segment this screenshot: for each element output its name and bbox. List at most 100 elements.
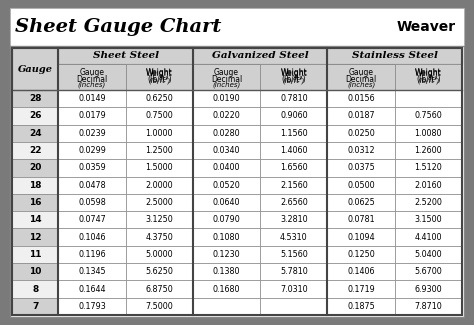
Text: 0.1380: 0.1380 [213,267,240,276]
Text: (lb/ft²): (lb/ft²) [147,75,172,84]
Text: 0.1719: 0.1719 [347,285,375,293]
Bar [260,64,328,90]
Bar [193,142,260,159]
Text: 0.0790: 0.0790 [213,215,240,224]
Bar [12,48,462,315]
Bar [58,263,126,280]
Text: 6.9300: 6.9300 [415,285,442,293]
Bar [126,64,193,90]
Bar [193,263,260,280]
Bar [12,211,58,228]
Text: Sheet Gauge Chart: Sheet Gauge Chart [15,18,221,36]
Text: 0.1793: 0.1793 [78,302,106,311]
Bar [395,107,462,124]
Text: 7.8710: 7.8710 [414,302,442,311]
Bar [126,194,193,211]
Text: 0.1196: 0.1196 [78,250,106,259]
Bar [193,211,260,228]
Bar [126,211,193,228]
Bar [126,280,193,298]
Text: Gauge: Gauge [214,68,239,77]
Text: (inches): (inches) [212,82,241,88]
Bar [395,142,462,159]
Bar [260,228,328,246]
Bar [58,64,126,90]
Text: 0.0250: 0.0250 [347,129,375,138]
Text: Sheet Steel: Sheet Steel [92,51,159,60]
Text: Stainless Steel: Stainless Steel [352,51,438,60]
Text: Gauge: Gauge [18,64,53,73]
Bar [260,107,328,124]
Text: 5.6250: 5.6250 [146,267,173,276]
Bar [126,298,193,315]
Bar [395,64,462,90]
Bar [12,124,58,142]
Text: 6.8750: 6.8750 [146,285,173,293]
Text: 0.0500: 0.0500 [347,181,375,190]
Bar [58,246,126,263]
Text: 0.0625: 0.0625 [347,198,375,207]
Text: 1.0080: 1.0080 [415,129,442,138]
Text: 16: 16 [29,198,41,207]
Text: 2.6560: 2.6560 [280,198,308,207]
Text: (lb/ft²): (lb/ft²) [416,75,441,84]
Text: 24: 24 [29,129,42,138]
Text: 0.1230: 0.1230 [213,250,240,259]
Text: 5.0000: 5.0000 [146,250,173,259]
Bar [328,176,395,194]
Bar [328,211,395,228]
Text: 2.0160: 2.0160 [415,181,442,190]
Bar [328,64,395,90]
Text: 2.1560: 2.1560 [280,181,308,190]
Text: 0.0375: 0.0375 [347,163,375,172]
Text: 1.2600: 1.2600 [415,146,442,155]
Bar [328,246,395,263]
Text: 0.1080: 0.1080 [213,233,240,241]
Text: Gauge: Gauge [80,68,105,77]
Text: 5.6700: 5.6700 [414,267,442,276]
Bar [328,228,395,246]
Bar [193,228,260,246]
Text: 0.0340: 0.0340 [213,146,240,155]
Bar [58,159,126,176]
Bar [12,280,58,298]
Bar [12,48,58,90]
Bar [260,280,328,298]
Bar [395,228,462,246]
Bar [260,211,328,228]
Bar [395,211,462,228]
Text: 5.1560: 5.1560 [280,250,308,259]
Text: 0.7500: 0.7500 [146,111,173,121]
Bar [395,124,462,142]
Bar [395,64,462,90]
Text: 20: 20 [29,163,41,172]
Bar [395,194,462,211]
Bar [12,90,58,107]
Text: 1.4060: 1.4060 [280,146,308,155]
Text: 0.0280: 0.0280 [213,129,240,138]
Text: 4.4100: 4.4100 [415,233,442,241]
Text: 0.0149: 0.0149 [78,94,106,103]
Bar [193,246,260,263]
Bar [126,176,193,194]
Bar [126,142,193,159]
Text: (inches): (inches) [347,82,375,88]
Text: 0.0640: 0.0640 [213,198,240,207]
Bar [260,298,328,315]
Bar [328,48,462,64]
Bar [126,263,193,280]
Bar [260,64,328,90]
Text: 0.0520: 0.0520 [213,181,240,190]
Bar [126,64,193,90]
Bar [193,176,260,194]
Bar [328,124,395,142]
Text: Decimal: Decimal [211,75,242,84]
Text: 3.1500: 3.1500 [415,215,442,224]
Text: 5.7810: 5.7810 [280,267,308,276]
Text: 3.2810: 3.2810 [280,215,308,224]
Text: (lb/ft²): (lb/ft²) [282,75,306,84]
Text: 0.0598: 0.0598 [78,198,106,207]
Text: 0.0359: 0.0359 [78,163,106,172]
Text: 3.1250: 3.1250 [146,215,173,224]
Text: 1.5120: 1.5120 [414,163,442,172]
